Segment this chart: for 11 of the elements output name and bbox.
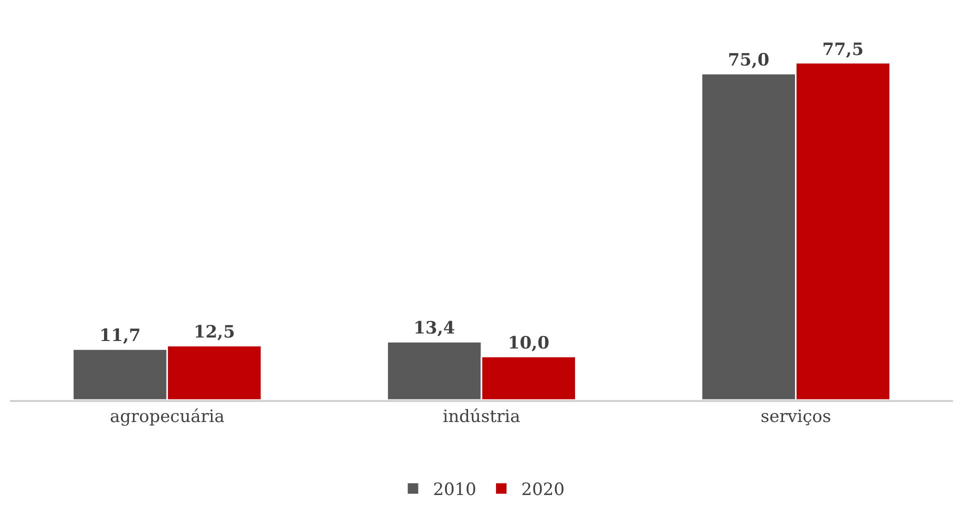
x-tick-label: agropecuária bbox=[110, 407, 224, 428]
legend-label: 2020 bbox=[521, 480, 565, 500]
data-label: 11,7 bbox=[99, 326, 141, 346]
x-tick-label: indústria bbox=[442, 407, 520, 428]
data-label: 10,0 bbox=[508, 333, 550, 354]
data-label: 12,5 bbox=[194, 322, 236, 343]
data-label: 75,0 bbox=[728, 50, 770, 71]
data-label: 77,5 bbox=[822, 40, 864, 60]
data-label: 13,4 bbox=[414, 318, 456, 339]
x-tick-label: serviços bbox=[760, 407, 832, 428]
legend-label: 2010 bbox=[433, 480, 476, 500]
